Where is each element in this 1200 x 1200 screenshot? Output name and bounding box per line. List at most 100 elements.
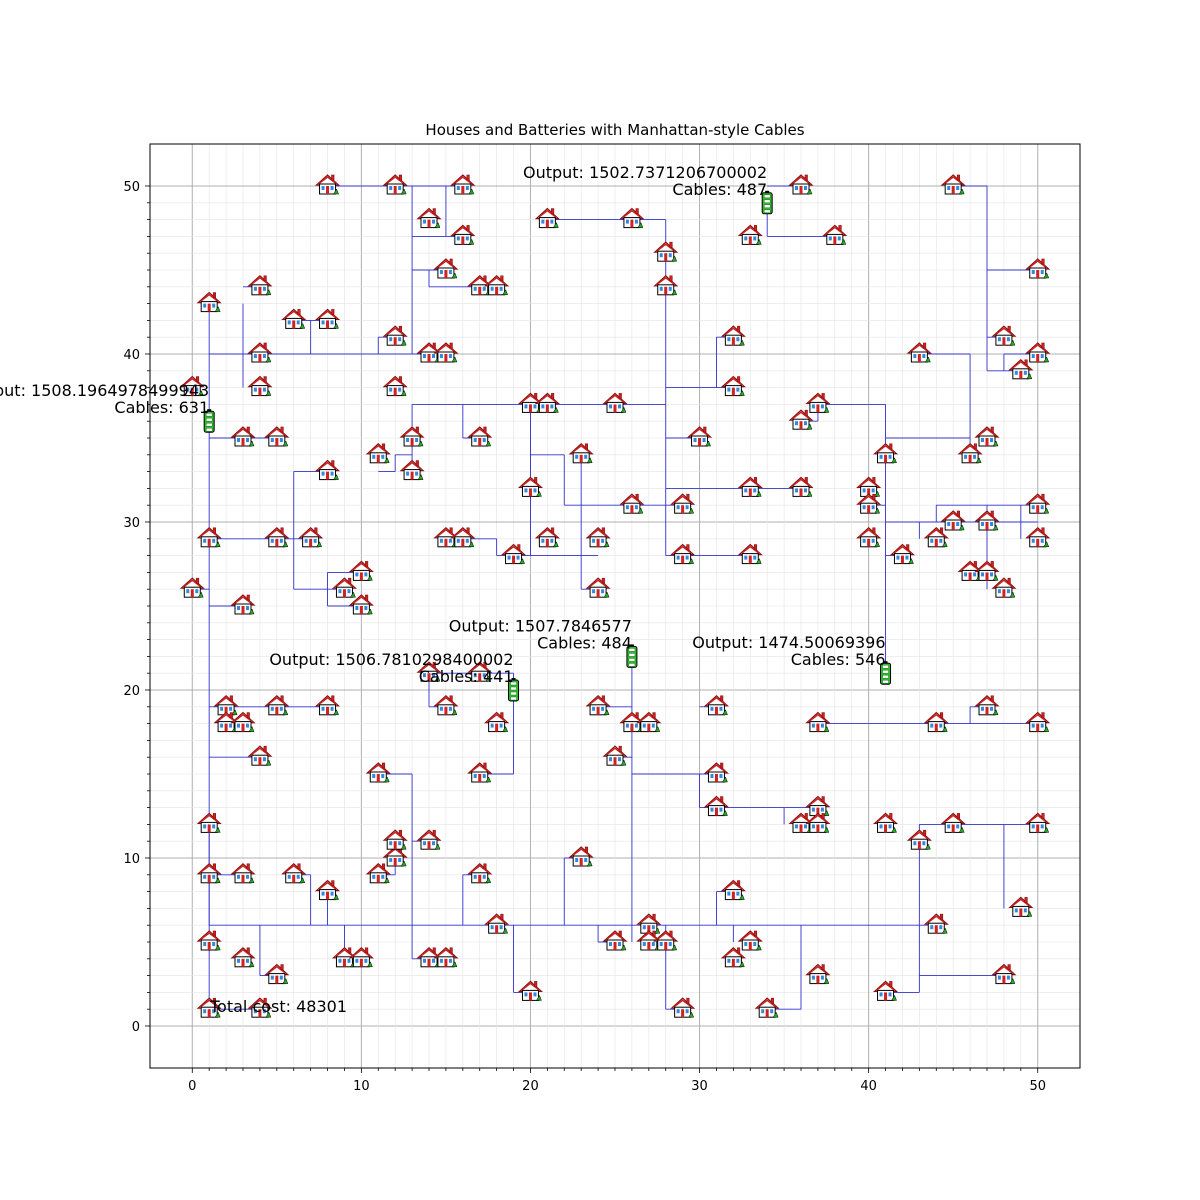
house-icon <box>314 174 341 195</box>
house-icon <box>230 594 256 615</box>
house-icon <box>805 711 831 733</box>
y-tick-label: 10 <box>123 852 140 867</box>
house-icon <box>365 442 391 464</box>
battery-output-label: Output: 1474.50069396 <box>692 633 885 652</box>
house-icon <box>382 375 408 397</box>
house-icon <box>923 711 949 733</box>
house-icon <box>1025 493 1051 514</box>
ticks: 0 10 20 30 40 50 0 10 20 30 40 50 <box>123 180 1046 1094</box>
house-icon <box>670 493 696 514</box>
house-icon <box>703 694 730 716</box>
house-icon <box>619 207 645 229</box>
x-tick-label: 30 <box>691 1079 708 1094</box>
house-icon <box>788 409 814 430</box>
house-icon <box>957 442 983 464</box>
house-icon <box>467 862 493 884</box>
house-icon <box>196 291 222 313</box>
house-icon <box>788 174 814 195</box>
house-icon <box>991 963 1017 985</box>
house-icon <box>940 510 966 531</box>
house-icon <box>568 846 594 867</box>
house-icon <box>872 442 899 464</box>
house-icon <box>382 846 408 867</box>
house-icon <box>196 997 222 1018</box>
house-icon <box>433 694 459 716</box>
house-icon <box>331 577 358 598</box>
house-icon <box>906 342 932 363</box>
house-icon <box>230 711 256 733</box>
house-icon <box>991 577 1017 598</box>
house-icon <box>348 560 374 581</box>
house-icon <box>653 930 679 951</box>
house-icon <box>974 560 1000 581</box>
house-icon <box>247 745 273 766</box>
house-icon <box>636 913 662 934</box>
y-tick-label: 0 <box>132 1020 140 1035</box>
house-icon <box>737 224 763 245</box>
house-icon <box>264 426 290 447</box>
house-icon <box>568 442 594 464</box>
battery-icon <box>626 644 638 668</box>
house-icon <box>484 913 510 934</box>
house-icon <box>365 862 391 884</box>
house-icon <box>974 510 1000 531</box>
battery-cables-label: Cables: 546 <box>791 650 886 669</box>
house-icon <box>196 812 222 833</box>
house-icon <box>247 375 273 397</box>
house-icon <box>737 543 763 565</box>
house-icon <box>872 812 899 833</box>
house-icon <box>619 493 645 514</box>
house-icon <box>467 661 493 682</box>
house-icon <box>585 577 611 598</box>
house-icon <box>788 476 814 497</box>
house-icon <box>264 694 290 716</box>
house-icon <box>264 526 290 548</box>
house-icon <box>230 426 256 447</box>
total-cost-label: Total cost: 48301 <box>209 997 347 1016</box>
house-icon <box>602 392 628 413</box>
house-icon <box>534 392 560 413</box>
house-icon <box>602 930 628 951</box>
house-icon <box>670 997 696 1018</box>
house-icon <box>1008 358 1034 380</box>
house-icon <box>534 207 560 229</box>
house-icon <box>450 174 476 195</box>
house-icon <box>416 342 442 363</box>
y-tick-label: 50 <box>123 180 140 195</box>
house-icon <box>399 459 425 481</box>
house-icon <box>805 795 831 817</box>
house-icon <box>433 342 459 363</box>
house-icon <box>805 812 831 833</box>
house-icon <box>247 997 273 1018</box>
battery-icon <box>203 409 215 433</box>
y-tick-label: 40 <box>123 348 140 363</box>
house-icon <box>416 207 442 229</box>
house-icon <box>264 963 290 985</box>
battery-icon <box>508 678 520 702</box>
x-tick-label: 20 <box>522 1079 539 1094</box>
house-icon <box>923 913 949 934</box>
x-tick-label: 50 <box>1029 1079 1046 1094</box>
house-icon <box>1025 258 1051 279</box>
house-icon <box>365 762 391 783</box>
house-icon <box>940 174 966 195</box>
chart-title: Houses and Batteries with Manhattan-styl… <box>425 121 804 139</box>
house-icon <box>534 526 560 548</box>
house-icon <box>991 325 1017 346</box>
house-icon <box>314 459 341 481</box>
house-icon <box>450 224 476 245</box>
house-icon <box>805 963 831 985</box>
house-icon <box>822 224 848 245</box>
battery-output-label: Output: 1506.7810298400002 <box>269 650 513 669</box>
house-icon <box>1025 711 1051 733</box>
house-icon <box>720 325 746 346</box>
house-icon <box>433 946 459 968</box>
house-icon <box>585 526 611 548</box>
house-icon <box>517 392 544 413</box>
house-icon <box>230 946 256 968</box>
house-icon <box>653 274 679 296</box>
battery-cables-label: Cables: 441 <box>419 667 514 686</box>
house-icon <box>517 980 544 1001</box>
